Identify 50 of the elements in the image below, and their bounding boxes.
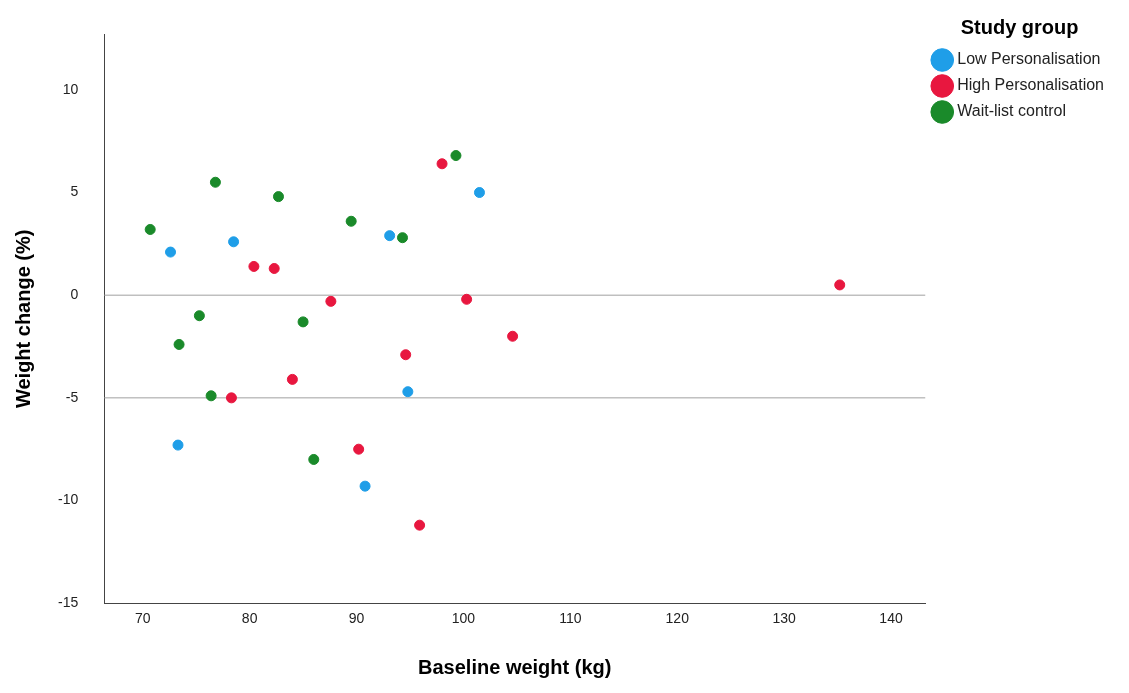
x-tick-label: 80 [241,610,258,627]
point [165,246,177,258]
point [172,439,184,451]
point [353,443,365,455]
point [396,232,408,244]
point [507,330,519,342]
point [414,519,426,531]
point [436,158,448,170]
point [834,279,846,291]
point [308,453,320,465]
point [205,390,217,402]
point [144,223,156,235]
x-tick-label: 130 [772,610,797,627]
point [400,349,412,361]
y-tick-label: 5 [70,183,79,200]
y-axis-title: Weight change (%) [11,229,34,409]
y-tick-label: 0 [70,286,79,303]
point [384,230,396,242]
point [473,187,485,199]
point [209,176,221,188]
x-tick-label: 90 [348,610,365,627]
point [461,293,473,305]
point [173,338,185,350]
point [286,373,298,385]
point [228,236,240,248]
point [272,191,284,203]
legend-label: High Personalisation [957,76,1104,94]
point [345,215,357,227]
y-tick-label: -10 [58,491,79,508]
point [225,392,237,404]
x-tick-label: 110 [559,610,582,627]
y-tick-label: -15 [58,594,79,611]
y-tick-label: -5 [65,388,79,405]
point [248,260,260,272]
point [402,386,414,398]
y-tick-label: 10 [62,80,79,97]
x-tick-label: 120 [665,610,690,627]
point [193,310,205,322]
point [268,262,280,274]
x-tick-label: 70 [134,610,151,627]
x-tick-label: 140 [879,610,903,627]
legend-title: Study group [960,15,1079,38]
point [325,295,337,307]
legend-label: Wait-list control [957,102,1067,120]
point [359,480,371,492]
point [297,316,309,328]
legend-label: Low Personalisation [957,50,1101,68]
x-axis-title: Baseline weight (kg) [418,655,612,678]
x-tick-label: 100 [451,610,476,627]
point [450,150,462,162]
